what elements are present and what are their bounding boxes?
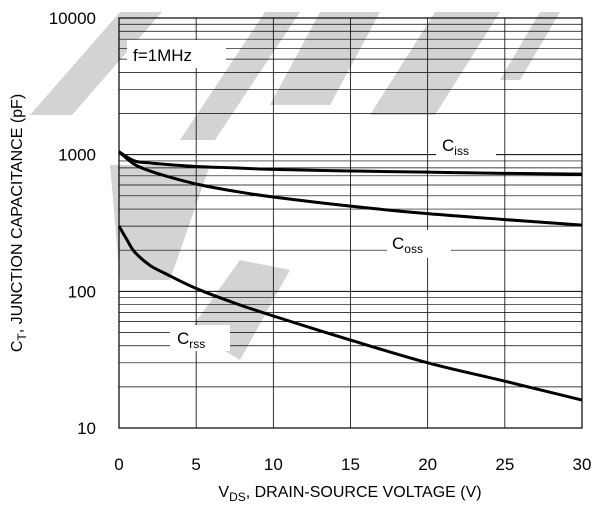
series-label-rss: Crss: [177, 329, 205, 351]
x-tick-labels: 0 5 10 15 20 25 30: [114, 455, 591, 474]
series-curves: [117, 150, 583, 402]
plot-frame: [118, 17, 583, 429]
y-tick-label: 1000: [58, 146, 96, 165]
series-label-iss: Ciss: [442, 136, 469, 158]
series-label-bg-iss: [436, 132, 496, 158]
x-tick-label: 0: [114, 455, 123, 474]
x-tick-label: 30: [573, 455, 592, 474]
curve-crss: [117, 225, 583, 402]
x-axis-label: VDS, DRAIN-SOURCE VOLTAGE (V): [218, 484, 481, 504]
x-tick-label: 10: [264, 455, 283, 474]
y-tick-label: 100: [68, 282, 96, 301]
series-label-bg-oss: [387, 230, 451, 258]
x-tick-label: 5: [191, 455, 200, 474]
curve-coss: [118, 150, 583, 227]
y-axis-label: CT, JUNCTION CAPACITANCE (pF): [9, 94, 29, 352]
y-tick-label: 10: [77, 419, 96, 438]
annotation-bg: [127, 40, 226, 68]
series-label-oss: Coss: [392, 234, 423, 256]
watermark: [30, 12, 560, 360]
y-tick-labels: 10 100 1000 10000: [49, 9, 96, 438]
x-tick-label: 20: [418, 455, 437, 474]
x-tick-label: 15: [341, 455, 360, 474]
x-tick-label: 25: [495, 455, 514, 474]
series-label-bg-rss: [170, 325, 230, 351]
curve-ciss: [118, 150, 583, 176]
plot-grid: [118, 18, 583, 428]
y-tick-label: 10000: [49, 9, 96, 28]
frequency-annotation: f=1MHz: [133, 46, 192, 65]
